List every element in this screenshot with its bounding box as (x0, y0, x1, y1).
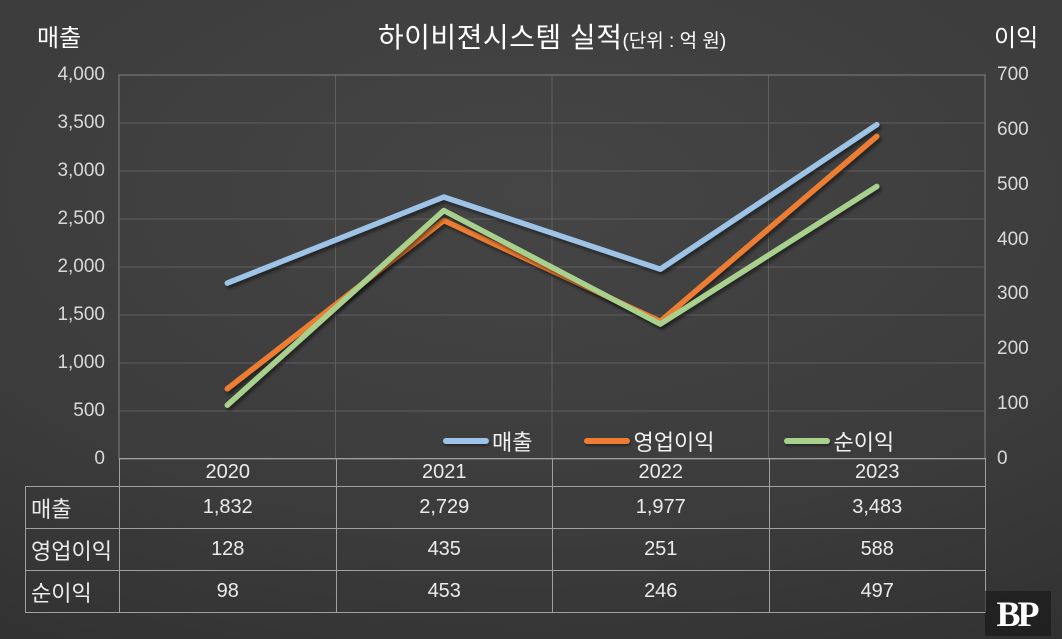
left-axis-tick: 1,500 (57, 304, 105, 325)
legend-swatch-영업이익 (584, 438, 631, 444)
table-year-cell: 2022 (552, 458, 770, 487)
table-year-row: 2020 2021 2022 2023 (26, 458, 986, 487)
table-row-label: 매출 (25, 486, 120, 529)
right-axis-tick: 600 (997, 118, 1029, 140)
legend-label: 영업이익 (633, 430, 715, 455)
legend-item-영업이익: 영업이익 (584, 425, 714, 457)
left-axis-tick: 2,000 (57, 256, 105, 277)
left-axis-tick: 4,000 (57, 64, 105, 85)
right-axis-tick: 500 (997, 173, 1029, 195)
table-year-cell: 2020 (119, 458, 337, 487)
table-row-label: 영업이익 (25, 528, 120, 571)
table-year-cell: 2023 (768, 458, 986, 487)
right-axis-tick: 100 (997, 393, 1029, 415)
table-value-cell: 435 (335, 528, 553, 571)
table-value-cell: 3,483 (768, 486, 986, 529)
table-value-cell: 246 (552, 570, 770, 613)
legend-item-매출: 매출 (443, 425, 532, 457)
table-value-cell: 98 (119, 570, 337, 613)
table-row-매출: 매출 1,832 2,729 1,977 3,483 (25, 486, 986, 529)
legend-label: 매출 (492, 430, 533, 455)
table-blank-cell (26, 459, 120, 487)
table-row-순이익: 순이익 98 453 246 497 (25, 570, 986, 613)
left-axis-tick: 2,500 (57, 208, 105, 229)
left-axis-tick: 0 (94, 448, 105, 469)
right-axis-tick: 0 (997, 448, 1008, 469)
left-axis-tick: 500 (73, 400, 105, 421)
right-axis-title: 이익 (994, 25, 1039, 52)
table-value-cell: 251 (552, 528, 770, 571)
left-axis-tick: 1,000 (57, 352, 105, 373)
legend-label: 순이익 (833, 430, 895, 455)
left-axis-tick: 3,500 (57, 112, 105, 133)
right-axis-tick: 200 (997, 338, 1029, 360)
table-row-label: 순이익 (25, 570, 120, 613)
table-value-cell: 1,977 (552, 486, 770, 529)
table-value-cell: 2,729 (335, 486, 553, 529)
right-axis-tick: 400 (997, 228, 1029, 250)
chart-title-block: 하이비젼시스템 실적(단위 : 억 원) (119, 16, 985, 56)
legend-item-순이익: 순이익 (784, 425, 894, 457)
table-value-cell: 588 (768, 528, 986, 571)
table-value-cell: 497 (768, 570, 986, 613)
table-row-영업이익: 영업이익 128 435 251 588 (25, 528, 986, 571)
right-axis-tick: 300 (997, 283, 1029, 305)
legend-swatch-순이익 (784, 438, 831, 444)
table-year-cell: 2021 (335, 458, 553, 487)
legend-swatch-매출 (443, 438, 489, 444)
left-axis-title: 매출 (37, 25, 82, 52)
table-value-cell: 1,832 (119, 486, 337, 529)
chart-title: 하이비젼시스템 실적 (377, 22, 623, 53)
right-axis-tick: 700 (997, 64, 1029, 85)
data-table: 2020 2021 2022 2023 매출 1,832 2,729 1,977 3,483 영업… (25, 458, 986, 613)
table-value-cell: 453 (335, 570, 553, 613)
left-axis-tick: 3,000 (57, 160, 105, 181)
series-line-매출 (224, 121, 880, 286)
table-value-cell: 128 (119, 528, 337, 571)
series-line-순이익 (224, 183, 880, 408)
chart-unit-note: (단위 : 억 원) (622, 31, 727, 52)
legend: 매출 영업이익 순이익 (443, 425, 894, 457)
bp-logo: BP (985, 591, 1051, 636)
